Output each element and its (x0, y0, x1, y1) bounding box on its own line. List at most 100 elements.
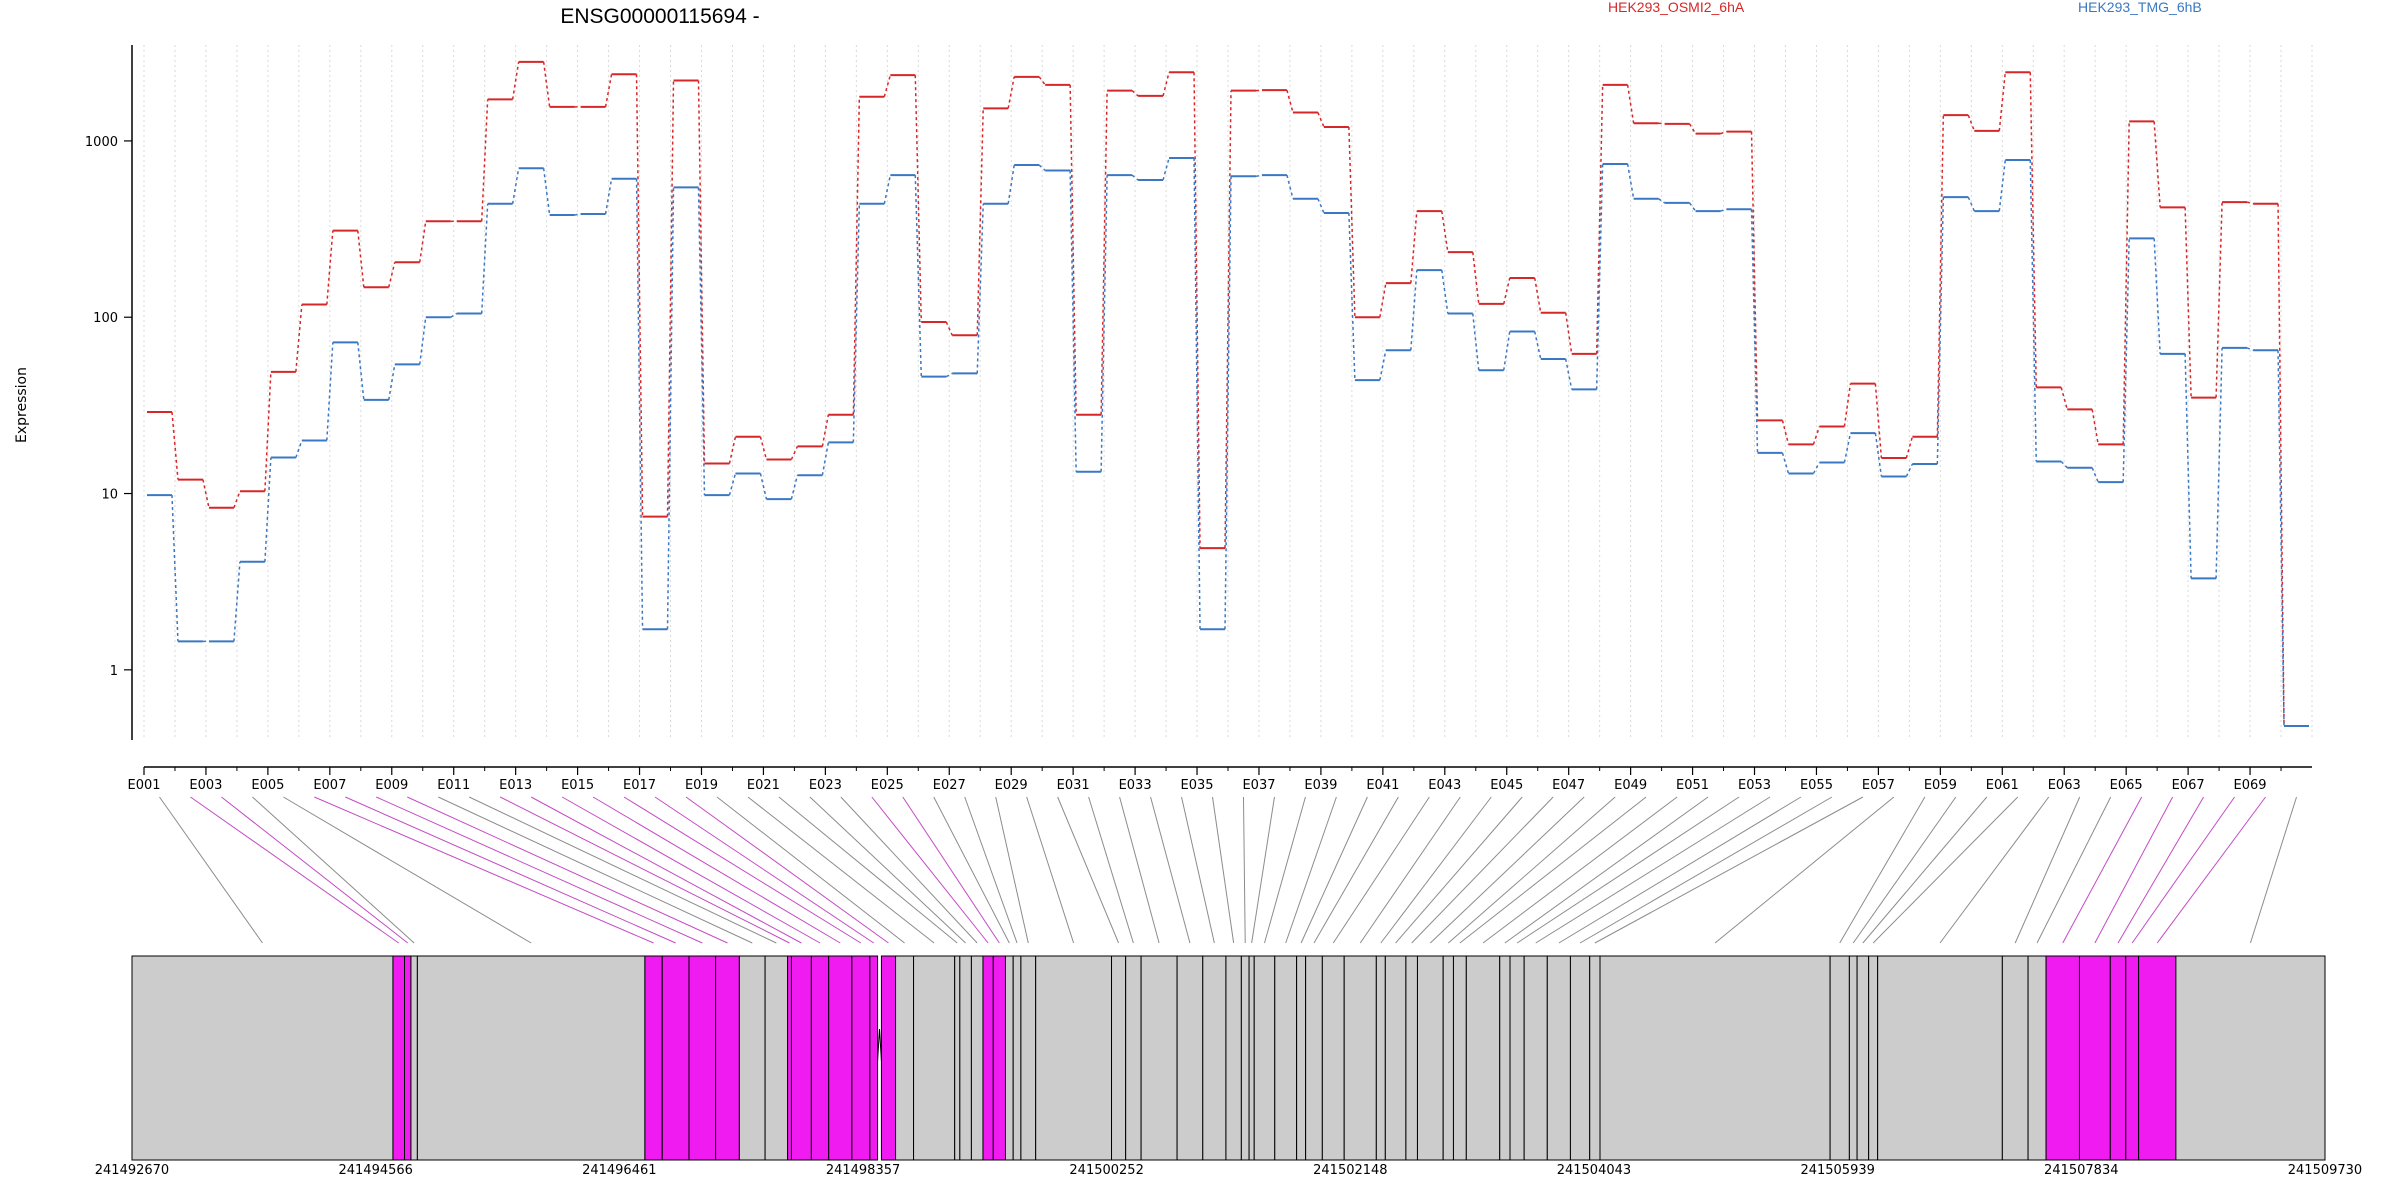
x-tick-label: E023 (809, 778, 842, 793)
series-connector (1007, 164, 1015, 204)
series-connector (1936, 197, 1945, 465)
exon-connector-E062 (1939, 796, 2050, 944)
exon-box-E006 (644, 955, 663, 1161)
x-tick-label: E049 (1614, 778, 1647, 793)
x-tick-label: E055 (1800, 778, 1833, 793)
series-connector (976, 203, 984, 374)
exon-box-E019 (895, 955, 915, 1161)
exon-box-E029 (1035, 955, 1113, 1161)
series-connector (450, 312, 458, 318)
series-connector (1720, 208, 1727, 212)
exon-box-E008 (688, 955, 717, 1161)
x-tick-label: E027 (933, 778, 966, 793)
x-tick-label: E063 (2048, 778, 2081, 793)
exon-box-E017 (869, 955, 879, 1161)
series-connector (1658, 122, 1665, 125)
series-connector (1069, 170, 1077, 472)
series-connector (1843, 383, 1852, 427)
series-connector (790, 446, 799, 460)
series-connector (852, 203, 861, 443)
series-connector (2246, 201, 2254, 205)
x-tick-label: E015 (561, 778, 594, 793)
series-connector (1255, 174, 1263, 178)
exon-connector-E051 (1504, 796, 1709, 944)
exon-connector-E030 (1057, 796, 1120, 944)
exon-connector-E048 (1447, 796, 1616, 944)
series-connector (326, 230, 334, 305)
exon-connector-E047 (1429, 796, 1585, 944)
series-connector (2122, 238, 2130, 483)
x-tick-label: E025 (871, 778, 904, 793)
exon-connector-E026 (933, 796, 1010, 944)
series-connector (821, 414, 830, 447)
exon-box-E045 (1384, 955, 1407, 1161)
exon-box-E010 (738, 955, 766, 1161)
series-connector (976, 108, 984, 336)
series-connector (759, 473, 768, 500)
x-tick-label: E045 (1490, 778, 1523, 793)
series-connector (1038, 76, 1046, 86)
exon-connector-E053 (1535, 796, 1771, 944)
series-connector (1905, 463, 1914, 477)
exon-box-E013 (790, 955, 812, 1161)
series-connector (1038, 164, 1046, 172)
genomic-tick-label: 241496461 (582, 1163, 656, 1178)
series-connector (357, 230, 365, 288)
exon-connector-E025 (902, 796, 1000, 944)
chart-title: ENSG00000115694 - (560, 5, 759, 28)
genomic-axis: 241492670 241494566 241496461 241498357 2415… (95, 1163, 2362, 1178)
series-connector (2029, 72, 2038, 388)
exon-box-E028 (1020, 955, 1037, 1161)
x-tick-label: E007 (313, 778, 346, 793)
x-axis: E001 E003 E005 E007 E009 E011 E013 E015 E017 E019… (127, 766, 2312, 793)
series-connector (1595, 84, 1604, 354)
x-tick-label: E069 (2234, 778, 2267, 793)
series-connector (1998, 159, 2007, 212)
series-connector (419, 221, 427, 263)
x-tick-label: E019 (685, 778, 718, 793)
exon-box-E056 (1589, 955, 1601, 1161)
exon-connector-E031 (1088, 796, 1134, 944)
exon-connector-E052 (1516, 796, 1740, 944)
exon-connector-E027 (964, 796, 1018, 944)
exon-box-E015 (828, 955, 853, 1161)
exon-box-E066 (2078, 955, 2111, 1161)
series-connector (2060, 460, 2068, 469)
exon-box-E031 (1125, 955, 1142, 1161)
series-connector (1348, 126, 1356, 318)
exon-connector-E019 (716, 796, 905, 944)
exon-box-E058 (1829, 955, 1850, 1161)
series-connector (1317, 112, 1325, 128)
exon-box-E012 (787, 955, 792, 1161)
exon-connector-E061 (1872, 796, 2019, 944)
genomic-tick-label: 241509730 (2288, 1163, 2362, 1178)
exon-connector-E032 (1119, 796, 1160, 944)
exon-connector-E036 (1242, 796, 1246, 944)
x-tick-label: E031 (1057, 778, 1090, 793)
series-connector (1410, 270, 1418, 351)
series-connector (1595, 163, 1604, 390)
series-connector (1843, 433, 1852, 463)
series-connector (2246, 347, 2254, 351)
series-connector (2184, 207, 2192, 398)
series-connector (1131, 90, 1139, 97)
series-connector (480, 99, 489, 222)
series-connector (1812, 462, 1821, 474)
legend-series-1: HEK293_OSMI2_6hA (1608, 0, 1745, 15)
intron-line (877, 1028, 882, 1062)
exon-connector-E014 (561, 796, 821, 944)
series-connector (1781, 420, 1790, 445)
y-axis: 1 10 100 1000 (85, 45, 133, 740)
x-tick-label: E037 (1242, 778, 1275, 793)
series-connector (1193, 72, 1201, 549)
exon-box-E024 (982, 955, 994, 1161)
exon-box-E065 (2045, 955, 2080, 1161)
series-connector (635, 74, 644, 517)
series-connector (759, 436, 768, 460)
series-connector (511, 61, 520, 100)
series-connector (852, 96, 861, 415)
series-connector (728, 473, 737, 496)
series-connector (1688, 202, 1697, 212)
exon-connector-E013 (530, 796, 802, 944)
